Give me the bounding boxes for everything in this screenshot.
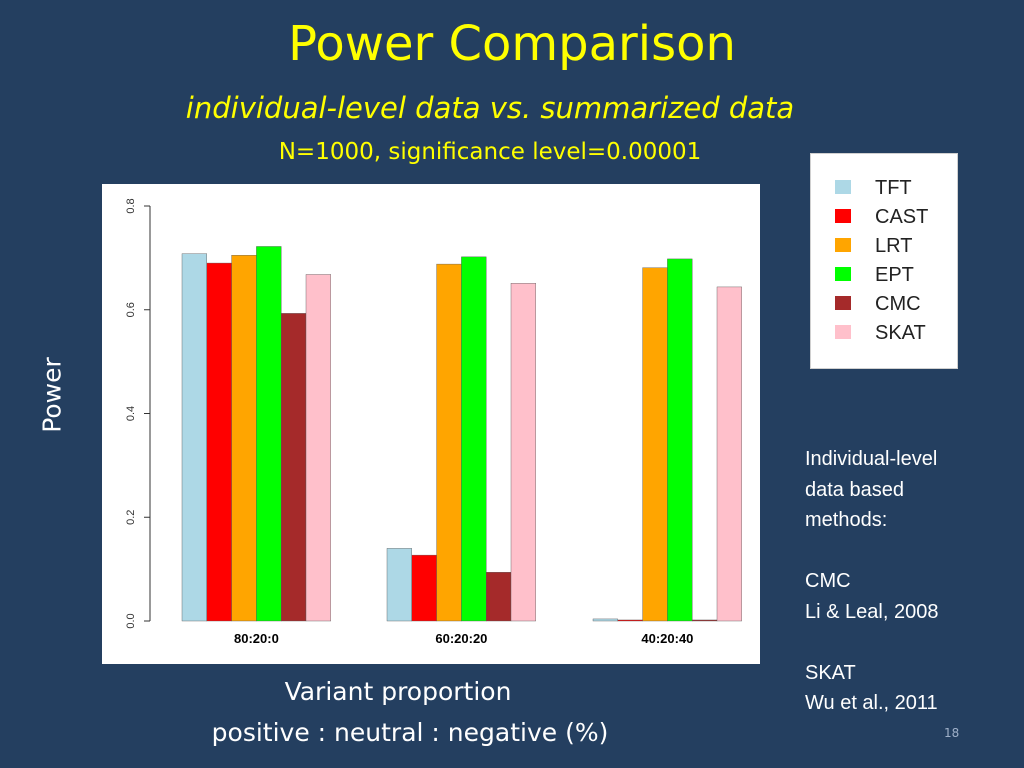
bar-lrt: [642, 267, 668, 622]
legend-swatch-tft: [835, 180, 851, 194]
slide-parameters: N=1000, significance level=0.00001: [278, 139, 702, 165]
bar-tft: [181, 253, 207, 622]
legend-swatch-cmc: [835, 296, 851, 310]
legend-label-lrt: LRT: [875, 235, 912, 257]
y-axis-title: Power: [37, 357, 67, 433]
legend-swatch-skat: [835, 325, 851, 339]
x-category-label: 80:20:0: [234, 631, 279, 646]
y-tick-label: 0.8: [125, 198, 137, 213]
legend-label-skat: SKAT: [875, 322, 926, 344]
x-axis-title: Variant proportion: [284, 677, 512, 706]
chart-svg: 0.0 0.2 0.4 0.6 0.8 80:20:0 60:20:20 40:20:40: [125, 198, 742, 646]
legend-label-tft: TFT: [875, 177, 912, 199]
bar-cmc: [486, 572, 512, 622]
note-line: Wu et al., 2011: [805, 692, 938, 714]
legend-label-cmc: CMC: [875, 293, 921, 315]
bar-lrt: [231, 255, 257, 622]
slide-subtitle: individual-level data vs. summarized dat…: [185, 91, 795, 125]
legend-svg: TFT CAST LRT EPT CMC SKAT: [835, 177, 928, 344]
bar-ept: [461, 256, 487, 622]
bar-ept: [667, 258, 693, 622]
bar-lrt: [436, 263, 462, 622]
x-axis-subtitle: positive : neutral : negative (%): [211, 718, 609, 747]
note-line: Li & Leal, 2008: [805, 600, 939, 623]
bar-cmc: [280, 313, 307, 622]
legend-swatch-lrt: [835, 238, 851, 252]
bar-tft: [386, 548, 412, 622]
bar-skat: [716, 286, 742, 622]
legend-label-cast: CAST: [875, 206, 928, 228]
x-category-label: 40:20:40: [641, 631, 693, 646]
y-tick-label: 0.6: [125, 302, 137, 317]
bar-tft: [592, 618, 618, 622]
note-line: [805, 627, 1015, 658]
bar-cast: [617, 619, 643, 622]
legend-swatch-cast: [835, 209, 851, 223]
chart-legend: TFT CAST LRT EPT CMC SKAT: [810, 153, 958, 369]
legend-label-ept: EPT: [875, 264, 914, 286]
note-line: SKAT: [805, 661, 856, 684]
bar-cmc: [692, 619, 718, 622]
note-line: Individual-level: [805, 448, 938, 470]
note-line: CMC: [805, 570, 851, 592]
bar-skat: [305, 274, 331, 622]
bar-cast: [411, 554, 437, 622]
y-tick-label: 0.4: [125, 406, 137, 421]
legend-swatch-ept: [835, 267, 851, 281]
page-number: 18: [944, 726, 960, 740]
slide-title: Power Comparison: [288, 16, 736, 72]
bar-cast: [206, 262, 232, 622]
bar-skat: [510, 283, 536, 622]
method-notes: Individual-level data based methods: CMC…: [805, 444, 1015, 719]
bar-ept: [256, 246, 282, 622]
x-category-label: 60:20:20: [435, 631, 487, 646]
note-line: [805, 536, 1015, 567]
y-tick-label: 0.0: [125, 613, 137, 628]
note-line: methods:: [805, 509, 888, 531]
note-line: data based: [805, 478, 904, 501]
bar-chart: 0.0 0.2 0.4 0.6 0.8 80:20:0 60:20:20 40:20:40: [102, 184, 760, 664]
y-tick-label: 0.2: [125, 510, 137, 525]
